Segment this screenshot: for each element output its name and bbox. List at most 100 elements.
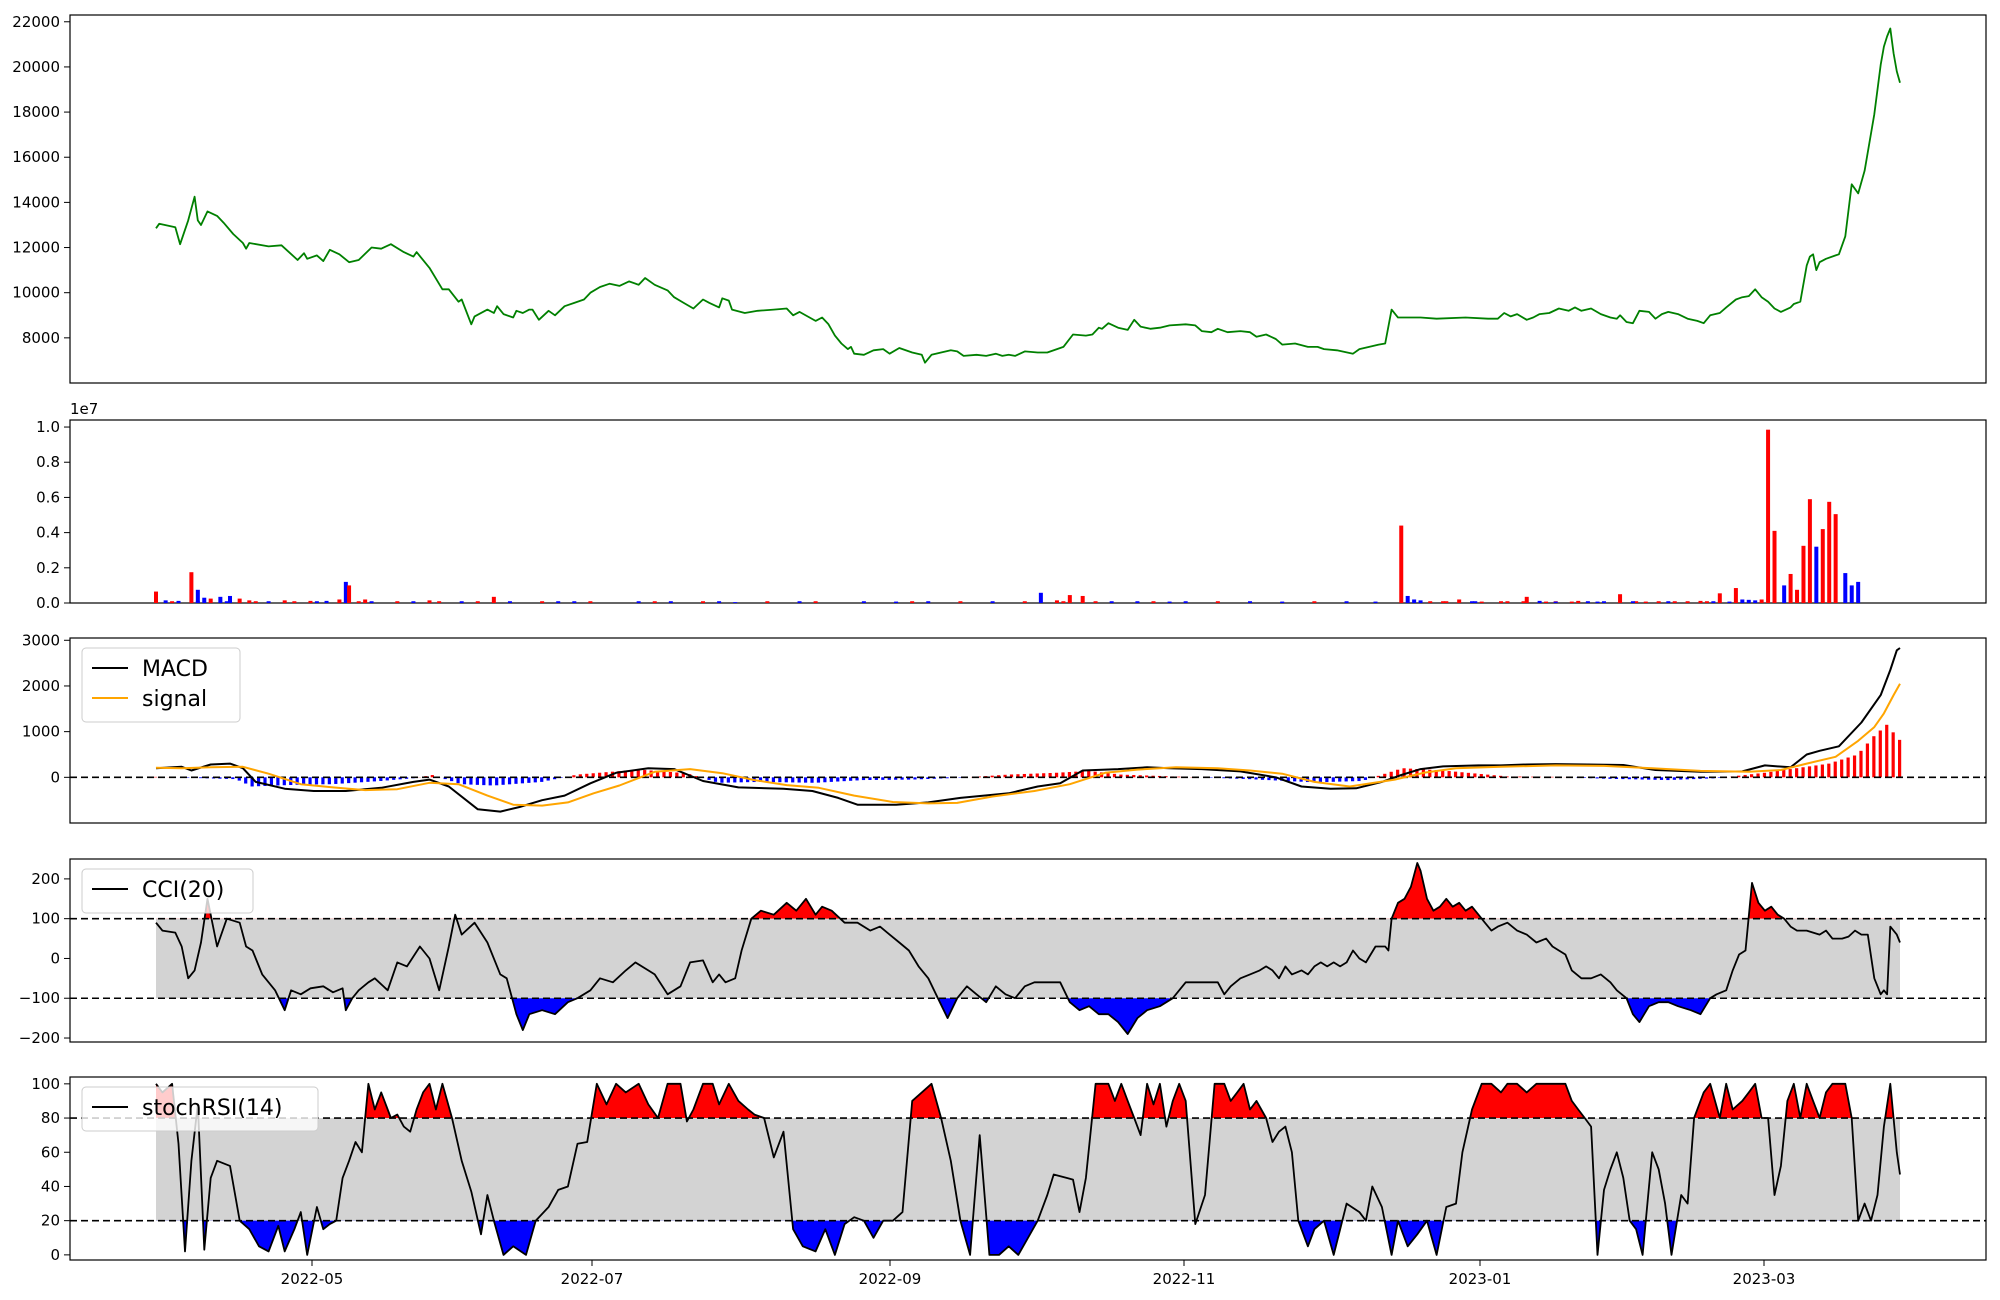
macd-histogram-bar	[1119, 774, 1123, 778]
macd-histogram-bar	[1756, 773, 1760, 778]
volume-bar	[1399, 525, 1404, 603]
volume-bar	[1843, 573, 1848, 603]
macd-histogram-bar	[1807, 766, 1812, 778]
volume-bar	[1312, 601, 1317, 603]
cci-ytick-label: 0	[50, 949, 60, 967]
macd-histogram-bar	[1898, 739, 1902, 778]
macd-histogram-bar	[1248, 777, 1252, 780]
macd-histogram-bar	[1125, 774, 1129, 778]
x-tick-label: 2023-01	[1449, 1270, 1512, 1288]
macd-histogram-bar	[244, 777, 248, 784]
price-ytick-label: 22000	[12, 13, 60, 31]
volume-ytick-label: 1.0	[36, 418, 60, 436]
macd-histogram-bar	[1453, 771, 1458, 778]
stochrsi-band-fill	[156, 1118, 1900, 1221]
volume-bar	[797, 601, 802, 603]
volume-bar	[1618, 594, 1623, 603]
macd-histogram-bar	[1357, 777, 1361, 782]
volume-bar	[1412, 599, 1417, 603]
macd-histogram-bar	[398, 777, 402, 780]
macd-histogram-bar	[1383, 773, 1387, 778]
stochrsi-legend: stochRSI(14)	[81, 1086, 319, 1132]
macd-histogram-bar	[1891, 732, 1895, 778]
macd-histogram-bar	[881, 777, 885, 780]
volume-bar	[1067, 595, 1072, 603]
price-axes-frame	[69, 14, 1987, 384]
stochrsi-ytick-label: 60	[41, 1143, 60, 1161]
volume-bar	[324, 600, 329, 603]
volume-bar	[1470, 601, 1475, 603]
macd-histogram-bar	[842, 777, 846, 782]
volume-bar	[1135, 601, 1140, 603]
macd-histogram-bar	[977, 776, 981, 778]
macd-histogram-bar	[1106, 773, 1110, 778]
x-tick-label: 2022-11	[1153, 1270, 1216, 1288]
volume-bar	[208, 598, 213, 603]
macd-histogram-bar	[359, 777, 364, 783]
macd-histogram-bar	[823, 777, 827, 783]
macd-histogram-bar	[379, 777, 383, 781]
volume-bar	[1248, 601, 1253, 603]
volume-bar	[308, 600, 313, 603]
macd-ytick-label: 1000	[22, 723, 60, 741]
macd-histogram-bar	[1872, 736, 1876, 778]
volume-bar	[1704, 601, 1709, 603]
volume-bar	[1215, 601, 1220, 603]
volume-bar	[195, 589, 200, 603]
volume-bar	[1656, 601, 1661, 603]
macd-histogram-bar	[1363, 777, 1368, 780]
volume-bar	[1630, 601, 1635, 603]
volume-bar	[1666, 601, 1671, 603]
volume-bar	[1585, 601, 1590, 603]
macd-histogram-bar	[784, 777, 788, 783]
macd-histogram-bar	[797, 777, 801, 783]
volume-bar	[1405, 595, 1410, 603]
macd-histogram-bar	[906, 777, 911, 780]
macd-histogram-bar	[385, 777, 389, 781]
volume-bar	[266, 601, 271, 603]
volume-bar	[356, 601, 361, 603]
macd-histogram-bar	[1865, 743, 1870, 778]
volume-bar	[1807, 499, 1812, 603]
macd-histogram-bar	[836, 777, 840, 782]
volume-bar	[1833, 514, 1838, 603]
macd-histogram-bar	[347, 777, 351, 784]
macd-histogram-bar	[1653, 777, 1657, 780]
macd-histogram-bar	[1492, 775, 1496, 778]
macd-histogram-bar	[997, 775, 1001, 778]
volume-bar	[1856, 581, 1861, 603]
macd-histogram-bar	[1016, 774, 1020, 778]
macd-histogram-bar	[617, 771, 621, 778]
macd-histogram-bar	[1473, 773, 1477, 778]
volume-bar	[910, 601, 915, 603]
x-tick-label: 2023-03	[1733, 1270, 1796, 1288]
macd-histogram-bar	[1466, 772, 1471, 778]
volume-bar	[1022, 601, 1027, 603]
macd-histogram-bar	[636, 769, 640, 778]
volume-bar	[170, 601, 175, 603]
volume-bar	[163, 600, 168, 603]
stochrsi-ytick-label: 80	[41, 1109, 60, 1127]
volume-bar	[1441, 601, 1446, 603]
volume-bar	[652, 601, 657, 603]
macd-histogram-bar	[726, 777, 730, 783]
cci-ytick-label: −100	[19, 989, 60, 1007]
volume-bar	[1782, 585, 1787, 603]
macd-histogram-bar	[540, 777, 544, 782]
macd-histogram-bar	[1260, 777, 1265, 780]
macd-histogram-bar	[334, 777, 338, 784]
macd-histogram-bar	[1145, 775, 1149, 778]
price-line	[155, 27, 1901, 364]
macd-histogram-bar	[1022, 773, 1026, 778]
volume-bar	[1766, 429, 1771, 603]
macd-histogram-bar	[1846, 757, 1850, 778]
volume-bar	[636, 601, 641, 603]
volume-bar	[1373, 601, 1378, 603]
macd-histogram-bar	[990, 775, 994, 778]
volume-ytick-label: 0.4	[36, 524, 60, 542]
volume-bar	[540, 601, 545, 603]
price-ytick-label: 12000	[12, 239, 60, 257]
macd-histogram-bar	[302, 777, 306, 785]
volume-bar	[202, 597, 207, 603]
volume-bar	[1717, 593, 1722, 603]
